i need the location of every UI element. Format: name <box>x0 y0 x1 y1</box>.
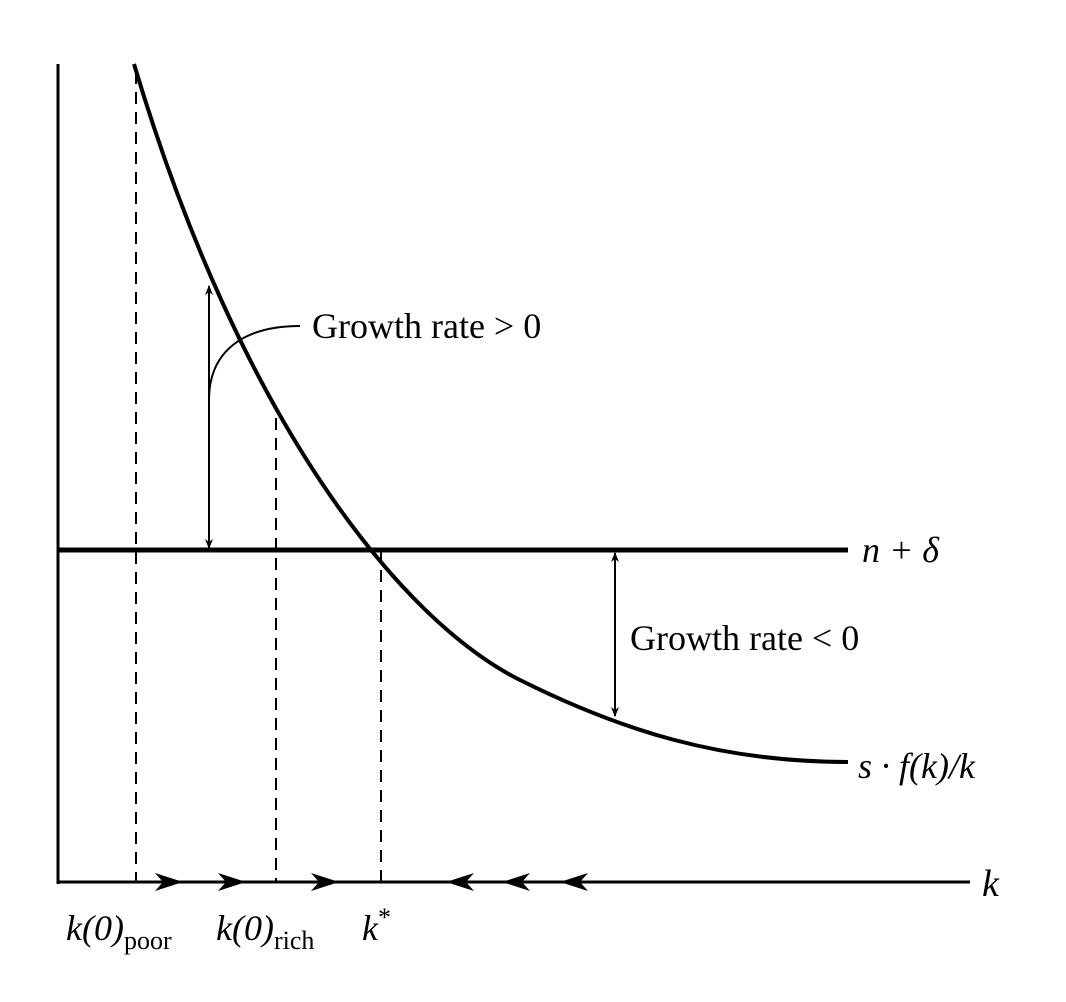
growth-positive-label: Growth rate > 0 <box>312 306 541 346</box>
left-arrowhead-icon <box>560 873 588 891</box>
k-rich-label: k(0)rich <box>216 908 314 955</box>
k-poor-main: k(0) <box>66 908 124 948</box>
n-plus-delta-label: n + δ <box>862 530 940 570</box>
growth-positive-leader <box>208 325 301 401</box>
saving-curve-label: s · f(k)/k <box>858 746 976 786</box>
k-rich-subscript: rich <box>274 926 314 955</box>
saving-curve <box>132 63 849 764</box>
left-arrowhead-icon <box>446 873 474 891</box>
k-star-label: k* <box>362 903 391 948</box>
leftward-arrowheads <box>446 873 588 891</box>
left-arrowhead-icon <box>502 873 530 891</box>
k-rich-main: k(0) <box>216 908 274 948</box>
right-arrowhead-icon <box>311 873 339 891</box>
rightward-arrowheads <box>155 873 339 891</box>
right-arrowhead-icon <box>218 873 246 891</box>
k-poor-label: k(0)poor <box>66 908 172 955</box>
growth-negative-label: Growth rate < 0 <box>630 618 859 658</box>
k-star-main: k <box>362 908 379 948</box>
k-poor-subscript: poor <box>124 926 172 955</box>
right-arrowhead-icon <box>155 873 183 891</box>
k-star-superscript: * <box>378 903 391 932</box>
x-axis-label: k <box>982 863 1000 905</box>
